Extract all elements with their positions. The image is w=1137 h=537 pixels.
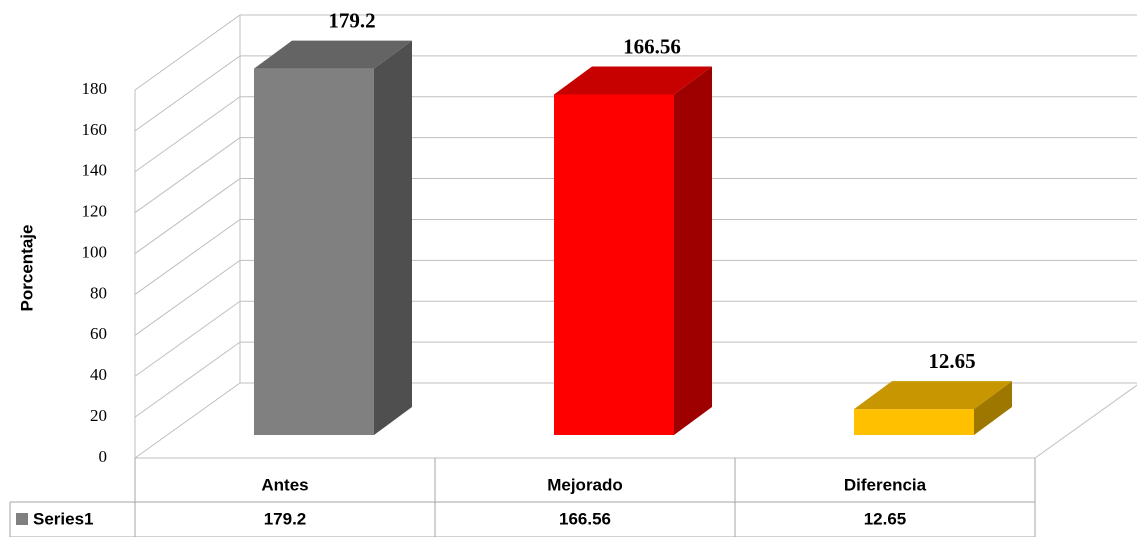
grid-line — [134, 300, 1137, 377]
grid-line — [134, 137, 1137, 214]
grid-line — [134, 55, 1137, 132]
x-tick-label: Diferencia — [844, 475, 927, 494]
grid-line — [134, 96, 1137, 173]
y-tick-label: 40 — [90, 365, 107, 384]
table-value: 166.56 — [559, 509, 611, 528]
bar — [254, 68, 374, 435]
bar-side — [974, 381, 1012, 435]
x-tick-label: Mejorado — [547, 475, 623, 494]
data-label: 166.56 — [623, 34, 681, 58]
data-label: 179.2 — [328, 8, 375, 32]
y-tick-label: 140 — [82, 161, 108, 180]
x-tick-label: Antes — [261, 475, 308, 494]
y-tick-label: 100 — [82, 242, 108, 261]
grid-line — [134, 341, 1137, 418]
y-tick-label: 0 — [99, 447, 108, 466]
legend-label: Series1 — [33, 509, 94, 528]
grid-line — [134, 382, 1137, 459]
bar-top — [854, 381, 1012, 410]
table-value: 12.65 — [864, 509, 907, 528]
legend-key — [16, 513, 28, 525]
grid-line — [134, 14, 1137, 91]
bar-top — [554, 66, 712, 95]
bar-top — [254, 40, 412, 69]
grid-line — [134, 259, 1137, 336]
bar — [554, 94, 674, 436]
y-tick-label: 20 — [90, 406, 107, 425]
bar-side — [374, 40, 412, 435]
y-tick-label: 60 — [90, 324, 107, 343]
y-tick-label: 180 — [82, 79, 108, 98]
y-tick-label: 80 — [90, 283, 107, 302]
bar-side — [674, 66, 712, 436]
grid-line — [134, 218, 1137, 295]
bar — [854, 409, 974, 435]
table-value: 179.2 — [264, 509, 307, 528]
y-axis-title: Porcentaje — [17, 225, 36, 312]
y-tick-label: 160 — [82, 120, 108, 139]
y-tick-label: 120 — [82, 202, 108, 221]
grid-line — [134, 178, 1137, 254]
data-label: 12.65 — [928, 349, 975, 373]
